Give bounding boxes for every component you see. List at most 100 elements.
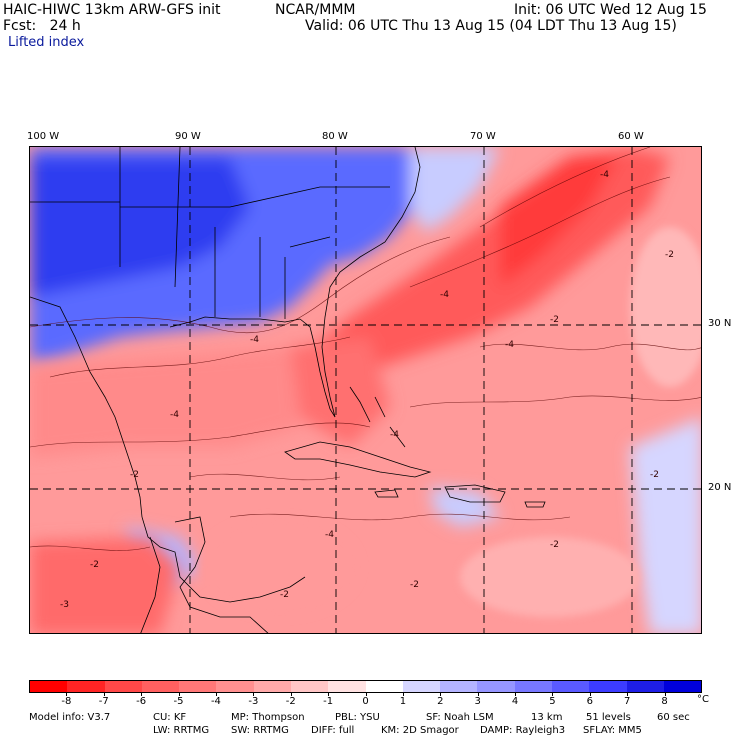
colorbar-tick bbox=[141, 693, 143, 696]
contour-label: -3 bbox=[60, 600, 69, 610]
colorbar-segment bbox=[290, 681, 329, 692]
footer-diff: DIFF: full bbox=[311, 725, 355, 736]
lat-label-20n: 20 N bbox=[708, 482, 732, 493]
contour-label: -2 bbox=[650, 470, 659, 480]
colorbar-tick-label: 3 bbox=[474, 696, 481, 707]
contour-label-group: -4 -4 -2 -2 -4 -2 -4 -4 -2 -2 -4 -2 -3 -… bbox=[60, 170, 674, 610]
contour-label: -2 bbox=[665, 250, 674, 260]
colorbar-segment bbox=[328, 681, 366, 692]
colorbar-segment bbox=[402, 681, 441, 692]
lat-label-30n: 30 N bbox=[708, 318, 732, 329]
colorbar-tick bbox=[215, 693, 217, 696]
valid-time: Valid: 06 UTC Thu 13 Aug 15 (04 LDT Thu … bbox=[305, 18, 677, 34]
contour-label: -2 bbox=[550, 315, 559, 325]
footer-levels: 51 levels bbox=[586, 712, 631, 723]
unstable-band bbox=[30, 147, 670, 633]
colorbar-tick-label: 0 bbox=[362, 696, 369, 707]
colorbar-tick bbox=[627, 693, 629, 696]
contour-lines bbox=[30, 147, 701, 551]
stable-air-regions bbox=[30, 147, 701, 633]
contour-label: -2 bbox=[280, 590, 289, 600]
colorbar-segment bbox=[626, 681, 664, 692]
colorbar-tick-label: -7 bbox=[98, 696, 109, 707]
colorbar-tick bbox=[402, 693, 404, 696]
footer-lw: LW: RRTMG bbox=[153, 725, 210, 736]
colorbar-tick-label: 8 bbox=[661, 696, 668, 707]
colorbar-tick bbox=[365, 693, 367, 696]
colorbar-tick bbox=[178, 693, 180, 696]
colorbar-unit: °C bbox=[697, 694, 709, 705]
lifted-index-map: -4 -4 -2 -2 -4 -2 -4 -4 -2 -2 -4 -2 -3 -… bbox=[29, 146, 702, 634]
footer-model-info: Model info: V3.7 bbox=[29, 712, 111, 723]
colorbar-segment bbox=[179, 681, 217, 692]
contour-label: -4 bbox=[440, 290, 449, 300]
footer-res: 13 km bbox=[531, 712, 563, 723]
model-title: HAIC-HIWC 13km ARW-GFS init bbox=[3, 2, 221, 18]
colorbar-segment bbox=[253, 681, 291, 692]
colorbar-tick bbox=[66, 693, 68, 696]
colorbar-segment bbox=[663, 681, 702, 692]
contour-label: -2 bbox=[410, 580, 419, 590]
colorbar-segment bbox=[30, 681, 68, 692]
contour-label: -2 bbox=[130, 470, 139, 480]
colorbar-segment bbox=[551, 681, 590, 692]
lon-label-60w: 60 W bbox=[618, 131, 644, 142]
footer-damp: DAMP: Rayleigh3 bbox=[480, 725, 566, 736]
latlon-grid bbox=[30, 147, 701, 633]
field-name: Lifted index bbox=[8, 35, 85, 50]
colorbar-tick-label: 7 bbox=[624, 696, 631, 707]
colorbar-tick-label: 6 bbox=[586, 696, 594, 707]
colorbar-segment bbox=[589, 681, 627, 692]
colorbar-tick bbox=[664, 693, 666, 696]
colorbar-segment bbox=[440, 681, 478, 692]
colorbar-tick-label: -3 bbox=[248, 696, 259, 707]
colorbar-tick-label: -2 bbox=[285, 696, 296, 707]
contour-label: -2 bbox=[90, 560, 99, 570]
footer-cu: CU: KF bbox=[153, 712, 187, 723]
colorbar-tick-label: 1 bbox=[399, 696, 407, 707]
colorbar-tick-label: -4 bbox=[210, 696, 221, 707]
colorbar-segment bbox=[514, 681, 552, 692]
contour-label: -4 bbox=[390, 430, 399, 440]
colorbar-tick-label: 5 bbox=[549, 696, 556, 707]
organization: NCAR/MMM bbox=[275, 2, 356, 18]
contour-label: -4 bbox=[325, 530, 334, 540]
contour-label: -4 bbox=[600, 170, 609, 180]
footer-mp: MP: Thompson bbox=[231, 712, 305, 723]
colorbar-tick bbox=[103, 693, 105, 696]
footer-sflay: SFLAY: MM5 bbox=[583, 725, 642, 736]
lon-label-70w: 70 W bbox=[470, 131, 496, 142]
lon-label-90w: 90 W bbox=[175, 131, 201, 142]
contour-label: -4 bbox=[170, 410, 179, 420]
init-time: Init: 06 UTC Wed 12 Aug 15 bbox=[514, 2, 707, 18]
colorbar-tick bbox=[589, 693, 591, 696]
colorbar-tick-label: 4 bbox=[511, 696, 519, 707]
colorbar-tick bbox=[253, 693, 255, 696]
footer-sf: SF: Noah LSM bbox=[426, 712, 494, 723]
colorbar-tick-label: -8 bbox=[61, 696, 72, 707]
contour-label: -2 bbox=[550, 540, 559, 550]
colorbar-tick bbox=[440, 693, 442, 696]
colorbar-tick bbox=[290, 693, 292, 696]
colorbar-tick-label: -5 bbox=[173, 696, 184, 707]
contour-label: -4 bbox=[505, 340, 514, 350]
colorbar-tick bbox=[328, 693, 330, 696]
colorbar-segment bbox=[216, 681, 254, 692]
colorbar-segment bbox=[67, 681, 105, 692]
colorbar-tick bbox=[552, 693, 554, 696]
weak-instability-patches bbox=[200, 227, 701, 617]
footer-pbl: PBL: YSU bbox=[335, 712, 380, 723]
colorbar bbox=[29, 680, 702, 693]
colorbar-tick bbox=[515, 693, 517, 696]
forecast-hour: Fcst: 24 h bbox=[3, 18, 81, 34]
colorbar-tick bbox=[477, 693, 479, 696]
colorbar-tick-label: -1 bbox=[323, 696, 334, 707]
footer-sw: SW: RRTMG bbox=[231, 725, 289, 736]
contour-label: -4 bbox=[250, 335, 259, 345]
colorbar-segment bbox=[365, 681, 403, 692]
colorbar-segment bbox=[104, 681, 142, 692]
colorbar-tick-label: 2 bbox=[437, 696, 444, 707]
colorbar-segment bbox=[477, 681, 515, 692]
lon-label-100w: 100 W bbox=[27, 131, 60, 142]
colorbar-tick-label: -6 bbox=[136, 696, 147, 707]
